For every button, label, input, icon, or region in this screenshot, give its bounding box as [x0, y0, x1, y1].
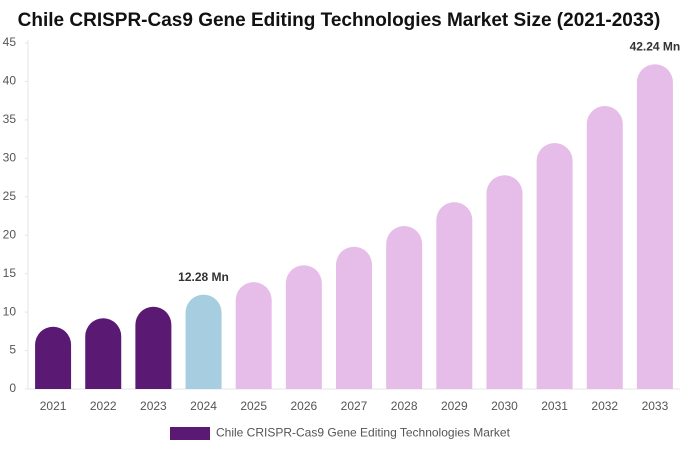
y-tick-label: 25: [3, 189, 17, 203]
x-tick-label: 2028: [391, 399, 418, 413]
bar: [235, 282, 272, 389]
legend-swatch: [170, 427, 210, 440]
value-label: 42.24 Mn: [630, 39, 680, 53]
y-tick-label: 10: [3, 304, 17, 318]
bar: [85, 318, 122, 389]
bar: [636, 64, 673, 389]
value-label: 12.28 Mn: [178, 270, 229, 284]
bar: [436, 202, 473, 389]
y-tick-label: 5: [9, 343, 16, 357]
y-tick-label: 15: [3, 266, 17, 280]
x-tick-label: 2021: [40, 399, 67, 413]
x-tick-label: 2030: [491, 399, 518, 413]
y-tick-label: 20: [3, 227, 17, 241]
bar: [35, 326, 72, 389]
legend-label: Chile CRISPR-Cas9 Gene Editing Technolog…: [216, 426, 511, 440]
x-tick-label: 2024: [190, 399, 217, 413]
bar: [336, 246, 372, 389]
y-tick-label: 0: [9, 381, 16, 395]
y-tick-label: 40: [3, 74, 17, 88]
bar: [386, 225, 423, 389]
x-tick-label: 2032: [591, 399, 618, 413]
bar: [586, 106, 623, 389]
bar: [285, 265, 322, 389]
bar: [486, 175, 523, 389]
x-tick-label: 2025: [240, 399, 267, 413]
bar: [135, 306, 172, 389]
x-tick-label: 2029: [441, 399, 468, 413]
x-tick-label: 2033: [642, 399, 669, 413]
bar: [185, 294, 222, 389]
y-tick-label: 35: [3, 112, 17, 126]
y-tick-label: 45: [3, 35, 17, 49]
x-tick-label: 2031: [541, 399, 568, 413]
x-tick-label: 2022: [90, 399, 117, 413]
x-tick-label: 2026: [290, 399, 317, 413]
x-tick-label: 2027: [341, 399, 368, 413]
chart-title: Chile CRISPR-Cas9 Gene Editing Technolog…: [18, 10, 661, 31]
bar: [536, 142, 573, 389]
x-tick-label: 2023: [140, 399, 167, 413]
y-tick-label: 30: [3, 151, 17, 165]
